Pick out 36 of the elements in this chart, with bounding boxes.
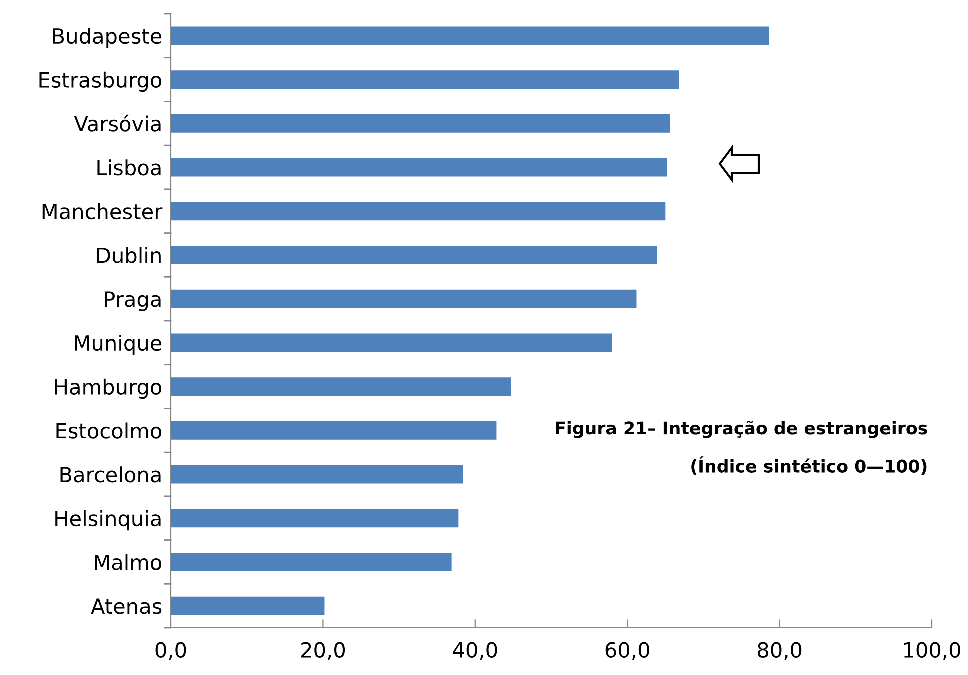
bar [171,202,666,221]
bar [171,421,497,440]
x-tick-label: 20,0 [302,642,346,660]
x-tick-label: 100,0 [904,642,960,660]
y-tick-label: Munique [75,335,162,356]
bar [171,246,658,264]
bar [171,70,680,89]
y-tick-label: Praga [105,292,161,312]
y-tick-label: Lisboa [98,160,161,176]
y-tick-label: Manchester [42,203,163,220]
y-tick-label: Varsóvia [74,114,161,132]
x-tick-label: 0,0 [156,642,186,660]
bar [171,290,637,308]
text: Figura 21– Integração de estrangeiros [556,421,928,438]
y-tick-label: Helsinquia [56,510,161,531]
x-tick-label: 60,0 [606,642,650,660]
bar [171,334,612,352]
y-tick-label: Malmo [95,554,162,570]
bar [171,114,670,133]
bar [171,509,459,528]
y-tick-label: Hamburgo [55,378,162,400]
y-tick-label: Atenas [91,598,162,614]
x-tick-label: 40,0 [453,642,498,660]
bar [171,378,512,396]
bar [171,465,464,484]
y-tick-label: Barcelona [60,466,161,483]
text: (Índice sintético 0—100) [692,456,927,475]
y-tick-label: Dublin [97,247,161,264]
y-tick-label: Budapeste [53,28,162,48]
y-tick-label: Estrasburgo [40,72,162,92]
y-tick-label: Estocolmo [56,422,162,439]
bar [171,26,770,46]
x-tick-label: 80,0 [758,642,802,660]
bar [171,158,668,177]
bar [171,596,325,616]
bar [171,553,452,572]
